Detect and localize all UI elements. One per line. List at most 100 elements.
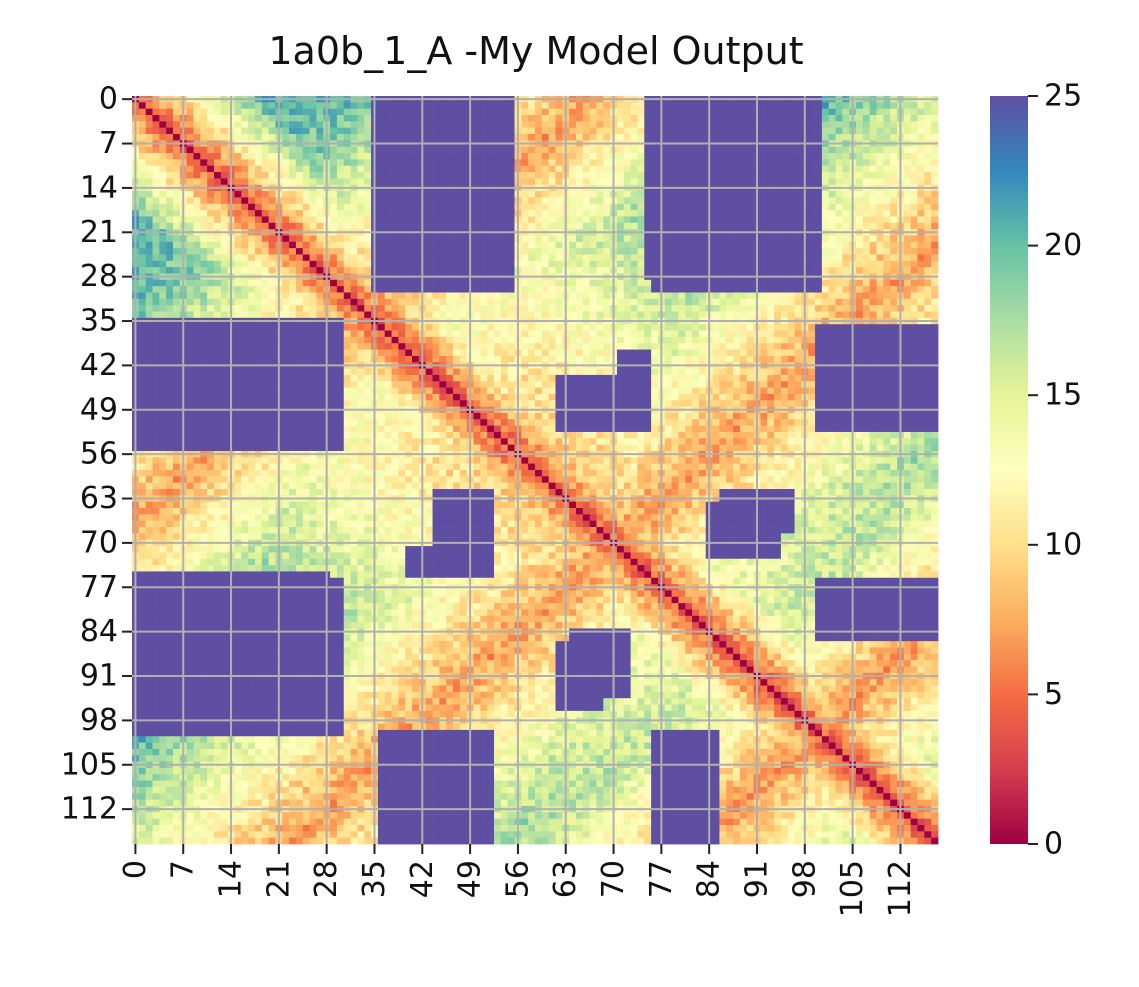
heatmap-cell bbox=[623, 235, 632, 243]
heatmap-cell bbox=[432, 146, 440, 154]
heatmap-cell bbox=[425, 235, 433, 243]
heatmap-cell bbox=[924, 279, 932, 287]
heatmap-cell bbox=[712, 178, 720, 186]
heatmap-cell bbox=[528, 127, 536, 135]
heatmap-cell bbox=[644, 260, 652, 268]
heatmap-cell bbox=[787, 108, 795, 116]
heatmap-cell bbox=[398, 172, 406, 179]
heatmap-cell bbox=[698, 108, 707, 116]
heatmap-cell bbox=[603, 235, 611, 243]
heatmap-cell bbox=[623, 153, 632, 160]
heatmap-cell bbox=[555, 210, 563, 217]
heatmap-cell bbox=[815, 355, 823, 363]
heatmap-cell bbox=[630, 153, 638, 160]
heatmap-cell bbox=[145, 127, 153, 135]
heatmap-cell bbox=[159, 235, 167, 243]
heatmap-cell bbox=[289, 197, 297, 205]
heatmap-cell bbox=[432, 102, 440, 110]
heatmap-cell bbox=[698, 115, 707, 122]
heatmap-cell bbox=[555, 305, 563, 312]
heatmap-cell bbox=[569, 343, 577, 350]
heatmap-cell bbox=[234, 336, 242, 344]
heatmap-cell bbox=[336, 279, 345, 287]
heatmap-cell bbox=[254, 115, 263, 122]
heatmap-cell bbox=[343, 324, 351, 331]
heatmap-cell bbox=[213, 305, 222, 312]
heatmap-cell bbox=[494, 330, 502, 338]
heatmap-cell bbox=[145, 324, 153, 331]
heatmap-cell bbox=[630, 248, 638, 255]
heatmap-cell bbox=[719, 248, 727, 255]
heatmap-cell bbox=[166, 254, 174, 262]
heatmap-cell bbox=[924, 349, 932, 357]
heatmap-cell bbox=[152, 216, 160, 224]
heatmap-cell bbox=[213, 286, 222, 293]
heatmap-cell bbox=[760, 305, 768, 312]
heatmap-cell bbox=[186, 298, 194, 306]
heatmap-cell bbox=[268, 115, 276, 122]
heatmap-cell bbox=[603, 153, 611, 160]
heatmap-cell bbox=[521, 191, 529, 198]
heatmap-cell bbox=[842, 235, 850, 243]
heatmap-cell bbox=[910, 197, 918, 205]
heatmap-cell bbox=[200, 165, 208, 173]
heatmap-cell bbox=[548, 134, 556, 141]
heatmap-cell bbox=[364, 336, 372, 344]
heatmap-cell bbox=[712, 165, 720, 173]
heatmap-cell bbox=[377, 336, 386, 344]
heatmap-cell bbox=[637, 305, 645, 312]
heatmap-cell bbox=[692, 203, 700, 211]
heatmap-cell bbox=[384, 292, 392, 300]
heatmap-cell bbox=[213, 267, 222, 274]
heatmap-cell bbox=[459, 108, 468, 116]
heatmap-cell bbox=[862, 210, 871, 217]
heatmap-cell bbox=[446, 343, 454, 350]
heatmap-cell bbox=[890, 197, 898, 205]
heatmap-cell bbox=[569, 165, 577, 173]
heatmap-cell bbox=[494, 248, 502, 255]
heatmap-cell bbox=[589, 260, 597, 268]
heatmap-cell bbox=[254, 355, 263, 363]
heatmap-cell bbox=[446, 165, 454, 173]
heatmap-cell bbox=[746, 336, 754, 344]
heatmap-cell bbox=[924, 235, 932, 243]
heatmap-cell bbox=[569, 222, 577, 230]
heatmap-cell bbox=[391, 127, 399, 135]
heatmap-cell bbox=[616, 349, 625, 357]
heatmap-cell bbox=[835, 343, 843, 350]
heatmap-cell bbox=[869, 248, 877, 255]
heatmap-cell bbox=[541, 216, 550, 224]
heatmap-cell bbox=[138, 248, 147, 255]
heatmap-cell bbox=[398, 349, 406, 357]
heatmap-cell bbox=[821, 159, 830, 167]
heatmap-cell bbox=[316, 336, 324, 344]
heatmap-cell bbox=[589, 165, 597, 173]
heatmap-cell bbox=[473, 178, 481, 186]
heatmap-cell bbox=[651, 191, 659, 198]
heatmap-cell bbox=[671, 102, 679, 110]
heatmap-cell bbox=[637, 343, 645, 350]
heatmap-cell bbox=[473, 146, 481, 154]
heatmap-cell bbox=[172, 178, 181, 186]
heatmap-cell bbox=[767, 172, 775, 179]
heatmap-cell bbox=[698, 330, 707, 338]
heatmap-cell bbox=[295, 153, 304, 160]
heatmap-cell bbox=[917, 134, 925, 141]
heatmap-cell bbox=[678, 324, 686, 331]
heatmap-cell bbox=[487, 292, 495, 300]
heatmap-cell bbox=[780, 134, 789, 141]
heatmap-cell bbox=[357, 134, 365, 141]
heatmap-cell bbox=[336, 355, 345, 363]
heatmap-cell bbox=[883, 172, 891, 179]
heatmap-cell bbox=[719, 146, 727, 154]
heatmap-cell bbox=[924, 165, 932, 173]
heatmap-cell bbox=[746, 343, 754, 350]
heatmap-cell bbox=[282, 134, 290, 141]
heatmap-cell bbox=[186, 260, 194, 268]
heatmap-cell bbox=[446, 248, 454, 255]
heatmap-cell bbox=[241, 311, 249, 319]
heatmap-cell bbox=[302, 134, 310, 141]
heatmap-cell bbox=[282, 286, 290, 293]
heatmap-cell bbox=[842, 146, 850, 154]
heatmap-cell bbox=[364, 216, 372, 224]
